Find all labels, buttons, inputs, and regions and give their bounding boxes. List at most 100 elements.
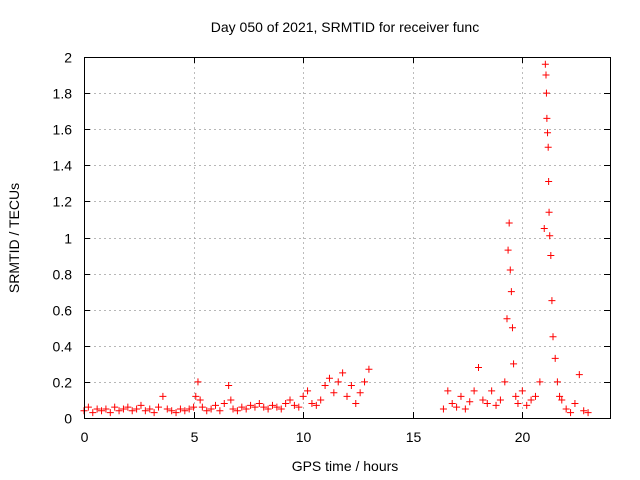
data-point — [544, 143, 552, 151]
grid-lines — [84, 57, 610, 418]
data-point — [504, 246, 512, 254]
data-point — [356, 389, 364, 397]
data-point — [546, 232, 554, 240]
data-point — [325, 374, 333, 382]
data-point — [479, 396, 487, 404]
data-point — [194, 378, 202, 386]
data-point — [111, 403, 119, 411]
data-point — [216, 407, 224, 415]
data-point — [198, 403, 206, 411]
data-point — [492, 401, 500, 409]
data-point — [128, 407, 136, 415]
data-point — [308, 400, 316, 408]
data-point — [543, 114, 551, 122]
y-tick-label: 2 — [64, 50, 72, 66]
y-tick-label: 0.8 — [53, 267, 73, 283]
data-point — [168, 407, 176, 415]
data-point — [155, 403, 163, 411]
y-tick-label: 1 — [64, 231, 72, 247]
data-point — [133, 405, 141, 413]
data-point — [286, 396, 294, 404]
x-tick-label: 5 — [191, 429, 199, 445]
data-point — [233, 407, 241, 415]
data-point — [146, 405, 154, 413]
data-point — [518, 387, 526, 395]
data-point — [439, 405, 447, 413]
data-point — [547, 252, 555, 260]
data-point — [220, 400, 228, 408]
data-point — [212, 401, 219, 409]
data-point — [260, 403, 268, 411]
data-point — [507, 288, 515, 296]
data-point — [238, 403, 246, 411]
data-point — [185, 405, 193, 413]
data-point — [277, 405, 285, 413]
data-point — [523, 401, 531, 409]
data-point — [299, 392, 307, 400]
data-point — [483, 400, 491, 408]
data-point — [466, 398, 474, 406]
data-point — [176, 405, 184, 413]
data-point — [141, 407, 149, 415]
data-point — [159, 392, 167, 400]
data-point — [264, 405, 272, 413]
data-point — [192, 392, 200, 400]
data-point — [255, 400, 263, 408]
y-tick-label: 1.4 — [53, 158, 73, 174]
data-point — [227, 396, 235, 404]
data-point — [567, 409, 575, 417]
data-point — [510, 360, 518, 368]
data-point — [93, 405, 101, 413]
data-point — [304, 387, 312, 395]
data-point — [102, 405, 110, 413]
y-tick-label: 0.2 — [53, 375, 73, 391]
data-point — [545, 208, 553, 216]
data-point — [150, 409, 158, 417]
data-point — [347, 382, 355, 390]
data-point — [365, 365, 373, 373]
data-point — [531, 392, 539, 400]
data-point — [290, 401, 298, 409]
data-point — [551, 354, 559, 362]
data-point — [575, 371, 583, 379]
data-point — [339, 369, 347, 377]
data-point — [514, 400, 522, 408]
data-point — [508, 324, 516, 332]
axis-ticks: 00.20.40.60.811.21.41.61.820 5 10 15 20 — [53, 50, 610, 445]
data-point — [163, 405, 171, 413]
y-axis-label: SRMTID / TECUs — [6, 183, 22, 293]
data-point — [545, 178, 553, 186]
data-point — [312, 401, 320, 409]
data-point — [512, 392, 520, 400]
x-axis-label: GPS time / hours — [292, 458, 399, 474]
y-tick-label: 1.8 — [53, 86, 73, 102]
data-point — [544, 129, 552, 137]
x-tick-label: 10 — [296, 429, 312, 445]
y-tick-label: 0 — [64, 411, 72, 427]
data-point — [470, 387, 478, 395]
data-point — [558, 396, 566, 404]
data-point — [273, 403, 281, 411]
data-point — [84, 403, 92, 411]
data-point — [203, 407, 211, 415]
data-point — [536, 378, 544, 386]
x-tick-label: 20 — [515, 429, 531, 445]
data-point — [488, 387, 496, 395]
data-point — [251, 403, 259, 411]
data-point — [190, 403, 198, 411]
data-point — [137, 401, 145, 409]
data-point — [461, 405, 469, 413]
data-point — [330, 389, 338, 397]
data-point — [444, 387, 452, 395]
data-point — [98, 407, 106, 415]
data-point — [496, 396, 504, 404]
data-point — [540, 224, 548, 232]
data-point — [89, 409, 97, 417]
data-point — [448, 400, 456, 408]
data-point — [229, 405, 237, 413]
data-points — [80, 60, 592, 417]
data-point — [506, 266, 514, 274]
data-point — [343, 392, 351, 400]
data-point — [119, 405, 127, 413]
data-point — [317, 396, 325, 404]
